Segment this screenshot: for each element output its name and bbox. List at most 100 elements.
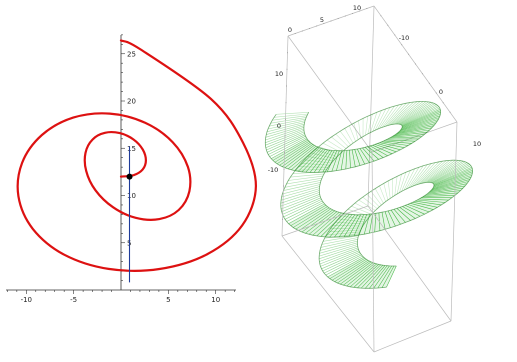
box-tick-mark bbox=[435, 92, 437, 94]
ribbon-hatch bbox=[381, 212, 386, 230]
ribbon-hatch bbox=[387, 102, 411, 126]
box-tick-label: 10 bbox=[473, 140, 481, 148]
ribbon-facet bbox=[370, 145, 392, 156]
ribbon-facet bbox=[398, 121, 437, 133]
ribbon-hatch bbox=[401, 105, 438, 126]
ribbon-hatch bbox=[298, 208, 332, 231]
ribbon-facet bbox=[312, 212, 342, 236]
x-tick-label: -10 bbox=[21, 296, 32, 304]
ribbon-hatch bbox=[321, 251, 360, 270]
ribbon-hatch bbox=[430, 183, 467, 192]
ribbon-hatch bbox=[415, 200, 442, 206]
box-tick-mark bbox=[285, 118, 286, 120]
ribbon-hatch bbox=[399, 207, 416, 219]
ribbon-hatch bbox=[322, 150, 335, 173]
ribbon-facet bbox=[318, 150, 335, 173]
ribbon-hatch bbox=[274, 140, 310, 163]
box-tick-mark bbox=[285, 102, 287, 104]
ribbon-facet bbox=[327, 257, 365, 279]
ribbon-hatch bbox=[358, 120, 361, 139]
ribbon-facet bbox=[348, 214, 364, 237]
ribbon-hatch bbox=[379, 105, 395, 129]
ribbon-hatch bbox=[272, 115, 308, 121]
box-tick-label: 10 bbox=[275, 70, 283, 78]
ribbon-facet bbox=[272, 140, 310, 163]
ribbon-facet bbox=[346, 263, 377, 287]
ribbon-hatch bbox=[401, 107, 440, 127]
box-tick-mark bbox=[408, 53, 410, 55]
box-tick-label: -10 bbox=[399, 34, 410, 42]
ribbon-facet bbox=[364, 213, 373, 235]
ribbon-hatch bbox=[389, 136, 422, 139]
ribbon-hatch bbox=[417, 199, 446, 203]
ribbon-hatch bbox=[284, 200, 323, 220]
ribbon-hatch bbox=[344, 212, 369, 219]
ribbon-hatch bbox=[295, 207, 330, 230]
ribbon-facet bbox=[282, 144, 315, 168]
ribbon-hatch bbox=[325, 213, 347, 238]
ribbon-facet bbox=[350, 263, 379, 288]
ribbon-facet bbox=[426, 188, 463, 195]
ribbon-hatch bbox=[291, 146, 318, 171]
ribbon-hatch bbox=[313, 149, 331, 173]
ribbon-hatch bbox=[340, 261, 372, 285]
ribbon-hatch bbox=[281, 195, 321, 212]
ribbon-hatch bbox=[390, 209, 401, 225]
ribbon-hatch bbox=[383, 140, 412, 144]
ribbon-hatch bbox=[377, 143, 401, 151]
ribbon-hatch bbox=[301, 209, 333, 233]
ribbon-hatch bbox=[354, 202, 374, 213]
bounding-box-tick-labels: 0 5 10 -10 0 10 10 0 -10 bbox=[268, 4, 481, 220]
ribbon-hatch bbox=[290, 173, 325, 178]
ribbon-facet bbox=[402, 205, 425, 217]
y-tick-label: 15 bbox=[127, 145, 136, 153]
ribbon-hatch bbox=[379, 185, 386, 202]
ribbon-hatch bbox=[349, 125, 356, 142]
ribbon-hatch bbox=[392, 101, 421, 125]
ribbon-hatch bbox=[338, 218, 366, 223]
box-tick-mark bbox=[283, 168, 285, 170]
ribbon-hatch bbox=[433, 171, 473, 187]
ribbon-hatch bbox=[399, 102, 434, 125]
ribbon-hatch bbox=[384, 211, 391, 228]
ribbon-facet bbox=[400, 117, 440, 131]
ribbon-facet bbox=[412, 201, 442, 208]
ribbon-facet bbox=[309, 211, 340, 236]
ribbon-hatch bbox=[351, 149, 356, 167]
ribbon-hatch bbox=[377, 107, 391, 130]
ribbon-hatch bbox=[269, 118, 306, 127]
ribbon-hatch bbox=[321, 237, 359, 245]
ribbon-hatch bbox=[340, 150, 345, 170]
ribbon-hatch bbox=[387, 210, 396, 227]
ribbon-facet bbox=[383, 139, 416, 144]
ribbon-facet bbox=[352, 149, 360, 167]
ribbon-hatch bbox=[429, 185, 466, 193]
ribbon-hatch bbox=[418, 160, 443, 185]
ribbon-hatch bbox=[326, 231, 360, 236]
ribbon-hatch bbox=[433, 165, 472, 184]
ribbon-facet bbox=[394, 127, 432, 136]
ribbon-hatch bbox=[396, 174, 402, 195]
box-tick-mark bbox=[401, 44, 403, 46]
box-tick-mark bbox=[344, 15, 346, 17]
ribbon-hatch bbox=[373, 265, 390, 289]
ribbon-hatch bbox=[284, 145, 315, 169]
ribbon-hatch bbox=[280, 194, 320, 210]
ribbon-hatch bbox=[429, 160, 464, 183]
ribbon-hatch bbox=[410, 203, 434, 210]
ribbon-facet bbox=[329, 214, 353, 238]
box-edge bbox=[367, 205, 452, 322]
ribbon-hatch bbox=[346, 263, 375, 287]
ribbon-hatch bbox=[367, 114, 373, 134]
ribbon-hatch bbox=[381, 104, 399, 128]
ribbon-hatch bbox=[399, 103, 435, 125]
ribbon-hatch bbox=[400, 119, 439, 131]
ribbon-hatch bbox=[403, 168, 415, 191]
ribbon-hatch bbox=[396, 208, 411, 221]
ribbon-hatch bbox=[424, 192, 458, 196]
ribbon-hatch bbox=[381, 265, 395, 288]
ribbon-hatch bbox=[427, 187, 463, 194]
ribbon-facet bbox=[402, 109, 441, 127]
ribbon-facet bbox=[325, 213, 350, 238]
